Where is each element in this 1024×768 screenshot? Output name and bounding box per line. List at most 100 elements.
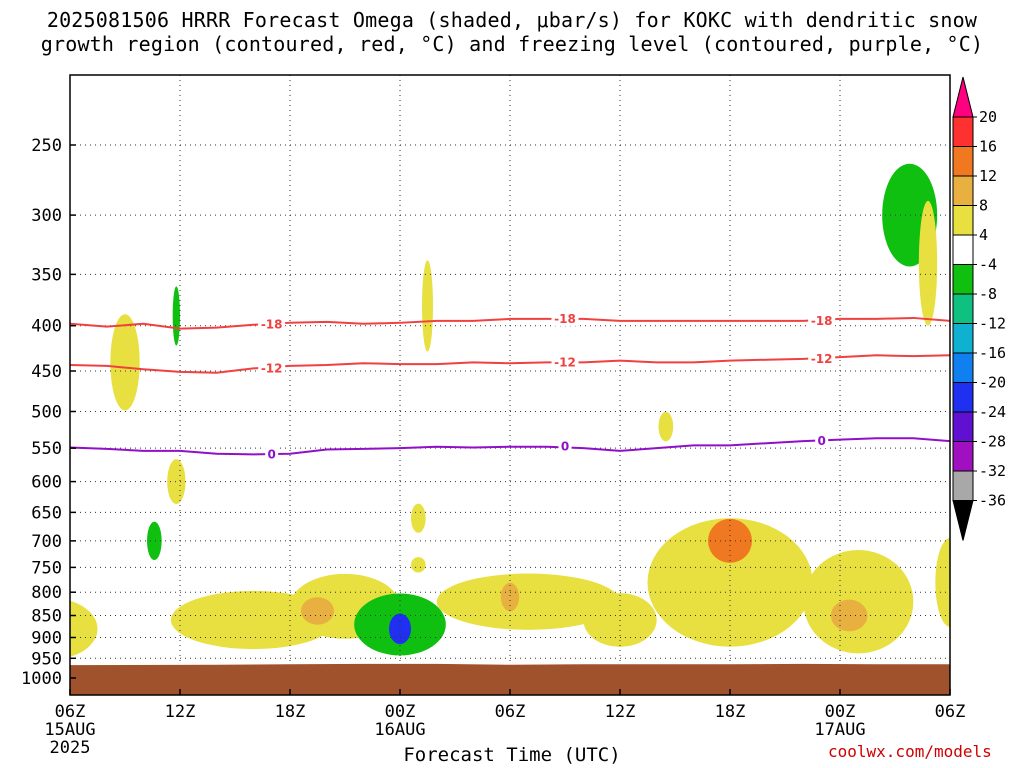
- x-tick-label-42: 00Z: [825, 702, 856, 722]
- y-tick-label-700: 700: [31, 532, 62, 552]
- omega-region-yellow-15: [647, 518, 813, 647]
- terrain-fill: [70, 663, 950, 695]
- y-tick-label-550: 550: [31, 439, 62, 459]
- y-tick-label-350: 350: [31, 265, 62, 285]
- y-tick-label-250: 250: [31, 136, 62, 156]
- y-tick-label-900: 900: [31, 628, 62, 648]
- x-tick-label-6: 12Z: [165, 702, 196, 722]
- contour-label-0-1: -18: [554, 312, 576, 326]
- colorbar-label-12: -32: [979, 462, 1006, 480]
- colorbar-bottom-triangle: [952, 500, 974, 541]
- colorbar-box-5: [952, 234, 974, 265]
- colorbar-box-13: [952, 470, 974, 501]
- credit-link[interactable]: coolwx.com/models: [828, 742, 992, 761]
- contour-label-1-2: -12: [811, 352, 833, 366]
- omega-region-yellow-9: [411, 557, 426, 573]
- colorbar-box-9: [952, 352, 974, 383]
- omega-region-green-3: [147, 521, 162, 561]
- contour-label-bg-0-0: [258, 317, 286, 332]
- omega-region-yellow-20: [918, 200, 938, 326]
- omega-region-yellow-2: [167, 459, 186, 505]
- contour-label-2-2: 0: [817, 434, 825, 448]
- colorbar-label-10: -24: [979, 403, 1006, 421]
- contour-label-2-0: 0: [267, 447, 275, 461]
- colorbar-box-1: [952, 116, 974, 147]
- contour-label-2-1: 0: [561, 440, 569, 454]
- colorbar-box-8: [952, 323, 974, 354]
- contour-label-0-2: -18: [811, 314, 833, 328]
- colorbar-label-9: -20: [979, 374, 1006, 392]
- contour-label-bg-1-1: [551, 355, 579, 370]
- x-tick-label-48: 06Z: [935, 702, 966, 722]
- omega-region-orange-7: [301, 597, 334, 625]
- y-tick-label-650: 650: [31, 503, 62, 523]
- colorbar-label-0: 20: [979, 108, 997, 126]
- y-tick-label-600: 600: [31, 473, 62, 493]
- contour-line-2: [70, 437, 950, 456]
- x-axis-label: Forecast Time (UTC): [403, 744, 621, 766]
- colorbar-label-11: -28: [979, 433, 1006, 451]
- omega-region-yellow-12: [436, 573, 620, 630]
- colorbar-box-4: [952, 205, 974, 236]
- colorbar-label-8: -16: [979, 344, 1006, 362]
- colorbar-box-10: [952, 382, 974, 413]
- y-tick-label-300: 300: [31, 206, 62, 226]
- contour-label-bg-1-0: [258, 361, 286, 376]
- colorbar-box-7: [952, 293, 974, 324]
- colorbar-label-2: 12: [979, 167, 997, 185]
- colorbar-box-3: [952, 175, 974, 206]
- colorbar-box-2: [952, 146, 974, 177]
- colorbar-box-11: [952, 411, 974, 442]
- colorbar-label-5: -4: [979, 256, 997, 274]
- x-tick-label-24: 06Z: [495, 702, 526, 722]
- omega-region-yellow-8: [411, 503, 426, 533]
- contour-label-bg-2-0: [265, 447, 279, 462]
- omega-region-yellow-21: [935, 538, 950, 627]
- x-tick-label-0: 06Z: [55, 702, 86, 722]
- y-tick-label-950: 950: [31, 649, 62, 669]
- y-tick-label-1000: 1000: [21, 669, 62, 689]
- colorbar-box-12: [952, 441, 974, 472]
- omega-region-green-4: [172, 286, 180, 346]
- chart-title-line2: growth region (contoured, red, °C) and f…: [40, 32, 984, 56]
- contour-label-bg-1-2: [808, 351, 836, 366]
- contour-label-0-0: -18: [261, 318, 283, 332]
- colorbar-label-4: 4: [979, 226, 988, 244]
- x-tick-label-18: 00Z: [385, 702, 416, 722]
- colorbar-label-7: -12: [979, 315, 1006, 333]
- colorbar-label-13: -36: [979, 492, 1006, 510]
- x-tick-label-12: 18Z: [275, 702, 306, 722]
- x-tick-label-36: 18Z: [715, 702, 746, 722]
- y-tick-label-500: 500: [31, 403, 62, 423]
- chart-title-line1: 2025081506 HRRR Forecast Omega (shaded, …: [46, 8, 978, 32]
- contour-label-bg-0-1: [551, 311, 579, 326]
- contour-label-bg-0-2: [808, 313, 836, 328]
- omega-region-orange-18: [830, 599, 868, 632]
- colorbar-top-triangle: [952, 76, 974, 118]
- colorbar-label-6: -8: [979, 285, 997, 303]
- colorbar-box-6: [952, 264, 974, 295]
- omega-region-blue-11: [389, 613, 411, 645]
- contour-line-1: [70, 354, 950, 374]
- contour-label-bg-2-2: [815, 434, 829, 449]
- y-tick-label-800: 800: [31, 583, 62, 603]
- colorbar-label-3: 8: [979, 197, 988, 215]
- x-tick-year-0: 2025: [50, 738, 91, 758]
- y-tick-label-450: 450: [31, 362, 62, 382]
- contour-label-1-1: -12: [554, 355, 576, 369]
- contour-label-1-0: -12: [261, 361, 283, 375]
- omega-region-yellow-0: [70, 600, 98, 657]
- omega-region-yellow-22: [658, 411, 674, 442]
- x-tick-date-18: 16AUG: [374, 720, 425, 740]
- y-tick-label-400: 400: [31, 317, 62, 337]
- contour-label-bg-2-1: [558, 439, 572, 454]
- y-tick-label-750: 750: [31, 558, 62, 578]
- x-tick-date-0: 15AUG: [44, 720, 95, 740]
- x-tick-label-30: 12Z: [605, 702, 636, 722]
- colorbar-label-1: 16: [979, 138, 997, 156]
- omega-region-orange-13: [500, 582, 520, 612]
- omega-region-yellow-23: [422, 260, 433, 352]
- contour-line-0: [70, 316, 950, 330]
- x-tick-date-42: 17AUG: [814, 720, 865, 740]
